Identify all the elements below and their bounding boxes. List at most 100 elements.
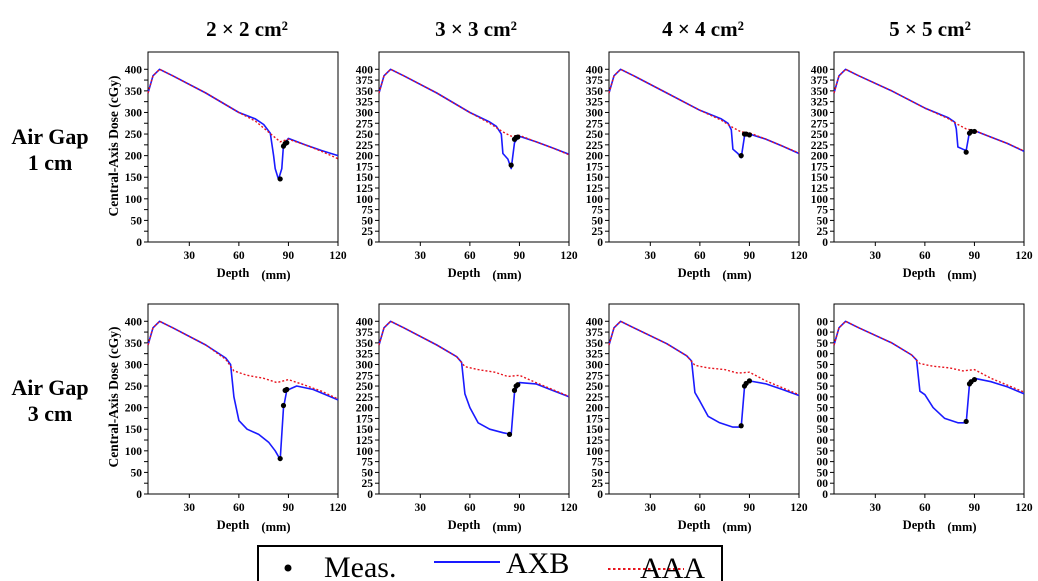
y-tick-label: 350 — [125, 86, 143, 98]
x-axis-unit: (mm) — [492, 520, 521, 534]
x-tick-label: 90 — [744, 502, 756, 514]
y-tick-label: 300 — [356, 107, 374, 119]
y-tick-label: 175 — [356, 413, 374, 425]
y-tick-label: 400 — [125, 316, 143, 328]
x-tick-label: 90 — [744, 250, 756, 262]
y-tick-label: 50 — [592, 215, 604, 227]
y-tick-label: 200 — [811, 151, 829, 163]
y-tick-label: 50 — [817, 338, 829, 350]
y-tick-label: 200 — [586, 151, 604, 163]
y-tick-label: 400 — [356, 64, 374, 76]
x-tick-label: 60 — [464, 502, 476, 514]
x-axis-label: Depth — [448, 518, 481, 532]
y-tick-label: 375 — [356, 75, 374, 87]
y-tick-label: 225 — [356, 392, 374, 404]
plot-frame — [378, 51, 570, 243]
y-tick-label: 325 — [356, 349, 374, 361]
row-label-1-line1: Air Gap — [11, 124, 88, 149]
y-tick-label: 75 — [592, 205, 604, 217]
y-tick-label: 350 — [586, 86, 604, 98]
column-titles: 2 × 2 cm² 3 × 3 cm² 4 × 4 cm² 5 × 5 cm² — [206, 17, 971, 41]
legend-box — [257, 545, 723, 581]
x-tick-label: 30 — [184, 502, 196, 514]
y-tick-label: 400 — [586, 316, 604, 328]
legend-aaa-label: AAA — [640, 552, 705, 581]
series-aaa-line — [378, 68, 570, 156]
series-axb-line — [608, 68, 800, 159]
x-axis-unit: (mm) — [722, 268, 751, 282]
row-label-2-line1: Air Gap — [11, 375, 88, 400]
y-tick-label: 400 — [811, 64, 829, 76]
y-tick-label: 00 — [817, 413, 829, 425]
x-axis-unit: (mm) — [722, 520, 751, 534]
y-tick-label: 50 — [131, 467, 143, 479]
y-tick-label: 400 — [586, 64, 604, 76]
y-tick-label: 300 — [586, 359, 604, 371]
y-tick-label: 350 — [586, 338, 604, 350]
y-tick-label: 75 — [362, 457, 374, 469]
x-tick-label: 60 — [694, 250, 706, 262]
x-tick-label: 90 — [969, 250, 981, 262]
x-tick-label: 30 — [415, 502, 427, 514]
panel-row2-col2: 0255075100125150175200225250275300325350… — [356, 303, 578, 534]
y-tick-label: 200 — [356, 151, 374, 163]
x-tick-label: 30 — [415, 250, 427, 262]
y-tick-label: 25 — [592, 226, 604, 238]
series-axb-line — [147, 320, 339, 461]
y-tick-label: 325 — [811, 97, 829, 109]
y-tick-label: 100 — [125, 446, 143, 458]
x-axis-label: Depth — [217, 518, 250, 532]
plot-frame — [833, 303, 1025, 495]
y-tick-label: 25 — [362, 478, 374, 490]
series-aaa-line — [608, 320, 800, 396]
y-tick-label: 0 — [822, 237, 828, 249]
series-meas-point — [511, 387, 518, 393]
y-tick-label: 0 — [136, 237, 142, 249]
y-tick-label: 250 — [125, 129, 143, 141]
series-meas-point — [963, 418, 969, 425]
y-tick-label: 375 — [586, 327, 604, 339]
x-axis-unit: (mm) — [261, 520, 290, 534]
x-tick-label: 120 — [560, 502, 578, 514]
plot-frame — [833, 51, 1025, 243]
x-tick-label: 60 — [233, 502, 245, 514]
y-tick-label: 50 — [817, 446, 829, 458]
y-tick-label: 200 — [125, 151, 143, 163]
y-tick-label: 150 — [356, 424, 374, 436]
y-tick-label: 00 — [817, 349, 829, 361]
panel-row2-col3: 0255075100125150175200225250275300325350… — [586, 303, 808, 534]
y-tick-label: 75 — [817, 205, 829, 217]
x-axis-label: Depth — [217, 266, 250, 280]
y-tick-label: 200 — [356, 403, 374, 415]
x-tick-label: 60 — [464, 250, 476, 262]
y-tick-label: 50 — [592, 467, 604, 479]
x-tick-label: 120 — [329, 250, 347, 262]
y-tick-label: 150 — [811, 172, 829, 184]
series-aaa-line — [608, 68, 800, 154]
panel-row2-col1: 0 50 100 150 200 250 300 350 400 30 60 90 120 Depth (m… — [125, 303, 347, 534]
y-tick-label: 325 — [586, 349, 604, 361]
y-tick-label: 0 — [597, 237, 603, 249]
series-aaa-line — [147, 68, 339, 160]
y-axis-label-row2: Central-Axis Dose (cGy) — [106, 327, 121, 468]
y-tick-label: 300 — [356, 359, 374, 371]
x-tick-label: 120 — [1015, 502, 1033, 514]
x-tick-label: 120 — [1015, 250, 1033, 262]
y-tick-label: 275 — [811, 118, 829, 130]
y-tick-label: 0 — [367, 489, 373, 501]
y-tick-label: 250 — [586, 129, 604, 141]
x-tick-label: 90 — [969, 502, 981, 514]
y-tick-label: 325 — [356, 97, 374, 109]
x-axis-unit: (mm) — [261, 268, 290, 282]
series-meas-point — [515, 134, 521, 140]
y-tick-label: 00 — [817, 457, 829, 469]
y-tick-label: 150 — [586, 424, 604, 436]
panel-row1-col3: 0255075100125150175200225250275300325350… — [586, 51, 808, 282]
y-tick-label: 125 — [356, 435, 374, 447]
y-tick-label: 50 — [817, 215, 829, 227]
x-tick-label: 60 — [919, 250, 931, 262]
y-tick-label: 325 — [586, 97, 604, 109]
y-tick-label: 250 — [811, 129, 829, 141]
y-tick-label: 350 — [356, 86, 374, 98]
